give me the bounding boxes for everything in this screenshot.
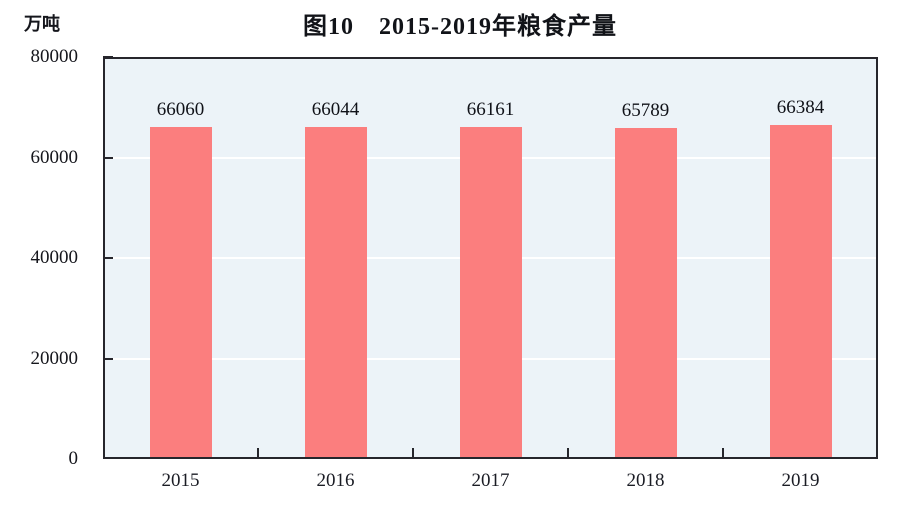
bar-value-label-2019: 66384	[776, 97, 825, 119]
chart-title: 图10 2015-2019年粮食产量	[303, 14, 617, 40]
y-tick-mark-80000	[103, 56, 113, 58]
x-category-label-2016: 2016	[316, 470, 355, 491]
y-axis-unit-label: 万吨	[24, 14, 60, 34]
plot-area	[103, 57, 878, 459]
bar-2015	[149, 127, 212, 457]
x-category-label-2019: 2019	[781, 470, 820, 491]
x-category-label-2017: 2017	[471, 470, 510, 491]
x-tick-mark-2	[412, 448, 414, 457]
y-tick-label-60000: 60000	[30, 146, 79, 168]
y-tick-label-20000: 20000	[30, 347, 79, 369]
bar-2018	[614, 128, 677, 457]
x-tick-mark-4	[722, 448, 724, 457]
bar-value-label-2015: 66060	[156, 99, 205, 121]
bar-value-label-2018: 65789	[621, 100, 670, 122]
x-category-label-2018: 2018	[626, 470, 665, 491]
x-tick-mark-1	[257, 448, 259, 457]
bar-2016	[304, 127, 367, 457]
bar-value-label-2016: 66044	[311, 99, 360, 121]
bar-2019	[769, 125, 832, 457]
y-tick-mark-20000	[103, 357, 113, 360]
bar-value-label-2017: 66161	[466, 98, 515, 120]
y-tick-mark-60000	[103, 156, 113, 159]
y-tick-label-0: 0	[68, 448, 79, 469]
y-tick-mark-40000	[103, 257, 113, 259]
x-category-label-2015: 2015	[161, 470, 200, 491]
y-tick-label-80000: 80000	[30, 46, 79, 67]
x-tick-mark-3	[567, 448, 569, 457]
bar-2017	[459, 126, 522, 457]
y-tick-label-40000: 40000	[30, 247, 79, 268]
